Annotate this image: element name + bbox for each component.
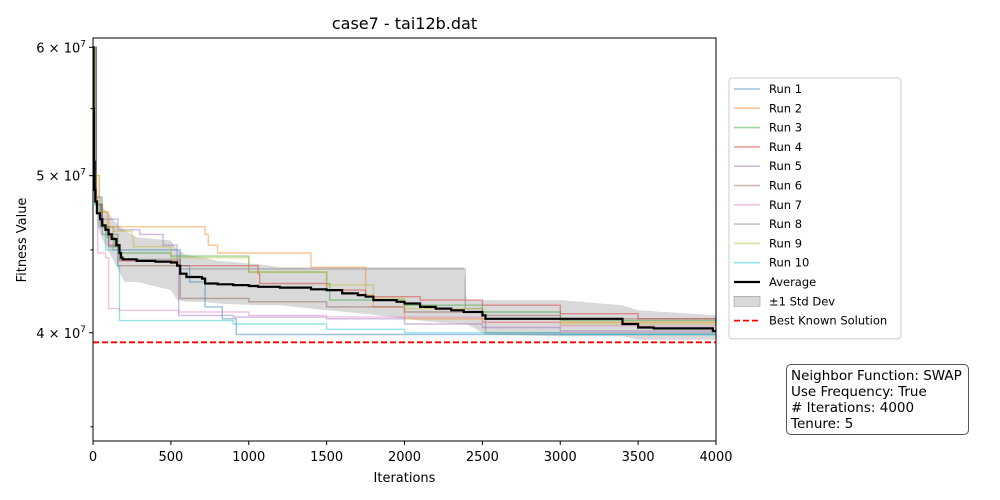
legend-entry-average: Average — [734, 275, 816, 289]
info-use-frequency: Use Frequency: True — [791, 384, 927, 400]
legend-label: Run 1 — [769, 82, 802, 96]
x-tick-label: 3000 — [544, 450, 577, 465]
x-tick-label: 4000 — [699, 450, 732, 465]
std-dev-band — [93, 47, 716, 340]
series-line-run-1 — [93, 46, 716, 336]
legend-entry-run-9: Run 9 — [734, 236, 802, 250]
y-tick-label: 4 × 107 — [36, 325, 86, 342]
legend-entry-best-known-solution: Best Known Solution — [734, 314, 887, 328]
x-tick-label: 0 — [89, 450, 97, 465]
legend-label: Run 5 — [769, 159, 802, 173]
y-tick-label: 5 × 107 — [36, 168, 86, 185]
x-tick-label: 1500 — [310, 450, 343, 465]
series-line-run-8 — [93, 46, 716, 335]
legend-entry-run-3: Run 3 — [734, 121, 802, 135]
average-line — [93, 46, 716, 333]
series-line-run-7 — [93, 46, 716, 330]
legend-entry-run-7: Run 7 — [734, 198, 802, 212]
legend-entry-run-2: Run 2 — [734, 101, 802, 115]
y-axis-label: Fitness Value — [15, 198, 30, 283]
x-tick-label: 1000 — [232, 450, 265, 465]
chart-title: case7 - tai12b.dat — [332, 14, 477, 33]
info-box: Neighbor Function: SWAP Use Frequency: T… — [786, 364, 969, 435]
legend-label: Best Known Solution — [769, 314, 887, 328]
series-line-run-10 — [93, 46, 716, 336]
series-line-run-2 — [93, 46, 716, 323]
y-tick-label: 6 × 107 — [36, 39, 86, 56]
std-band-layer — [93, 47, 716, 340]
info-iterations: # Iterations: 4000 — [791, 400, 915, 416]
info-neighbor-function: Neighbor Function: SWAP — [791, 368, 962, 384]
legend-label: Run 6 — [769, 179, 802, 193]
x-axis-label: Iterations — [374, 471, 436, 486]
legend-entry-run-4: Run 4 — [734, 140, 802, 154]
legend-label: Run 10 — [769, 256, 809, 270]
legend-swatch — [733, 295, 761, 307]
legend-entry-1-std-dev: ±1 Std Dev — [733, 294, 835, 308]
x-axis: 0 500 1000 1500 2000 2500 3000 3500 4000 — [89, 441, 733, 465]
legend-label: Run 4 — [769, 140, 802, 154]
legend-entry-run-6: Run 6 — [734, 179, 802, 193]
info-tenure: Tenure: 5 — [791, 416, 854, 432]
series-layer — [93, 46, 716, 344]
series-line-run-3 — [93, 46, 716, 326]
legend: Run 1 Run 2 Run 3 Run 4 Run 5 Run 6 Run 7 Run 8… — [728, 77, 902, 340]
plot-frame — [92, 37, 717, 442]
legend-label: Run 3 — [769, 121, 802, 135]
legend-label: Average — [769, 275, 816, 289]
y-axis: 4 × 107 5 × 107 6 × 107 — [36, 39, 93, 428]
legend-entry-run-10: Run 10 — [734, 256, 809, 270]
series-line-run-5 — [93, 46, 716, 333]
x-tick-label: 2000 — [388, 450, 421, 465]
legend-label: Run 2 — [769, 101, 802, 115]
legend-label: Run 8 — [769, 217, 802, 231]
legend-frame — [728, 77, 902, 340]
x-tick-label: 500 — [158, 450, 183, 465]
legend-entry-run-5: Run 5 — [734, 159, 802, 173]
x-tick-label: 2500 — [466, 450, 499, 465]
legend-entry-run-8: Run 8 — [734, 217, 802, 231]
legend-entry-run-1: Run 1 — [734, 82, 802, 96]
x-tick-label: 3500 — [622, 450, 655, 465]
legend-label: ±1 Std Dev — [769, 294, 835, 308]
legend-label: Run 7 — [769, 198, 802, 212]
legend-label: Run 9 — [769, 236, 802, 250]
